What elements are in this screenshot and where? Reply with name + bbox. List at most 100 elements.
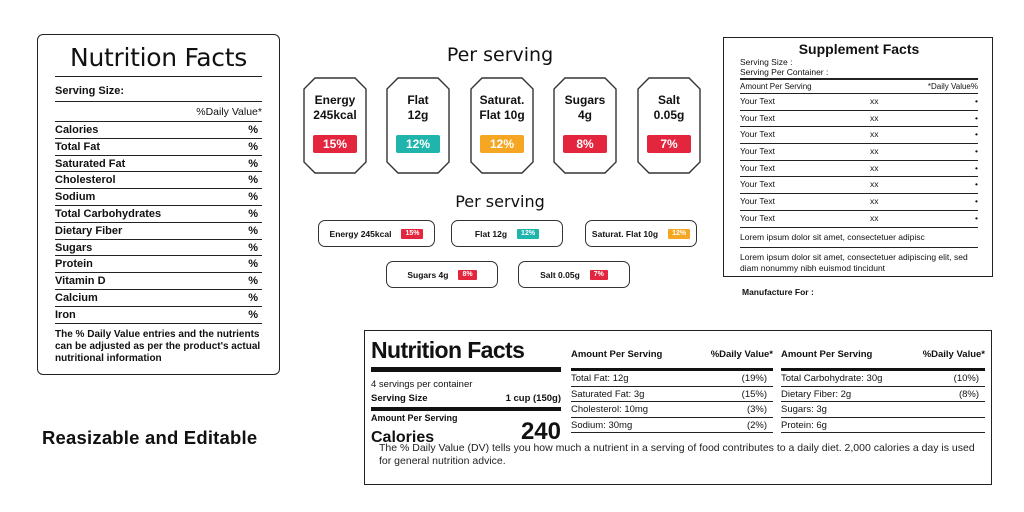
nutrient-name: Dietary Fiber: 2g [781,388,852,400]
nutrient-row: Protein: 6g [781,418,985,433]
nutrient-row: Sugars% [55,240,262,257]
supplement-row: Your Text xx • [740,211,978,228]
nutrient-name: Iron [55,308,76,321]
nutrient-row: Total Fat: 12g (19%) [571,371,773,387]
nutrient-row: Cholesterol% [55,172,262,190]
supplement-amount: xx [870,112,879,123]
nutrient-name: Total Carbohydrate: 30g [781,373,883,384]
supplement-amount: xx [870,146,879,157]
nutrient-percent: % [248,174,258,187]
nutrient-name: Dietary Fiber [55,224,123,237]
octagon-badge-shape [303,77,367,174]
badge-label: Salt 0.05g [637,93,701,123]
nutrient-percent: % [248,258,258,271]
daily-value-header: *Daily Value% [927,82,978,91]
supplement-name: Your Text [740,179,775,190]
tag-percent: 12% [668,228,691,239]
resizable-editable-caption: Reasizable and Editable [42,427,258,448]
nutrition-facts-title: Nutrition Facts [371,337,561,372]
nutrient-percent: % [248,291,258,304]
supplement-dv: • [975,112,978,123]
nutrient-name: Sodium: 30mg [571,419,633,431]
nutrient-percent: (10%) [953,373,979,384]
supplement-header-row: Amount Per Serving *Daily Value% [740,80,978,94]
tag-percent: 8% [458,269,477,280]
amount-header: Amount Per Serving [740,82,812,91]
badge-flat: Flat 12g 12% [386,77,450,174]
badge-percent: 7% [647,135,691,153]
nutrient-percent: (19%) [741,373,767,384]
nutrient-percent [979,418,985,433]
badge-line1: Energy [314,93,356,107]
nutrient-name: Protein [55,258,93,271]
supplement-dv: • [975,162,978,173]
badge-percent: 12% [396,135,440,153]
supplement-name: Your Text [740,96,775,106]
supplement-name: Your Text [740,146,775,157]
lorem-text-short: Lorem ipsum dolor sit amet, consectetuer… [740,228,978,248]
daily-value-footnote: The % Daily Value (DV) tells you how muc… [379,442,975,467]
supplement-amount: xx [870,212,879,223]
nutrient-percent: % [248,275,258,288]
nutrient-percent: (3%) [746,404,767,415]
nutrient-name: Sugars: 3g [781,404,827,415]
tag-label: Energy 245kcal [329,228,392,239]
supplement-row: Your Text xx • [740,161,978,178]
nutrient-row: Total Carbohydrates% [55,206,262,223]
nutrient-percent [979,402,985,417]
badge-line2: 4g [577,108,592,122]
nutrient-row: Total Fat% [55,139,262,156]
nutrient-name: Cholesterol: 10mg [571,404,649,415]
supplement-amount: xx [870,162,879,173]
per-serving-heading: Per serving [446,44,554,66]
supplement-row: Your Text xx • [740,194,978,211]
tag-saturated-flat: Saturat. Flat 10g 12% [585,220,697,247]
tag-percent: 7% [589,269,608,280]
nutrient-row: Vitamin D% [55,273,262,290]
supplement-dv: • [975,146,978,157]
badge-label: Saturat. Flat 10g [470,93,534,123]
nutrient-row: Sugars: 3g [781,402,985,418]
supplement-name: Your Text [740,162,775,173]
lorem-text-long: Lorem ipsum dolor sit amet, consectetuer… [740,251,968,273]
nutrition-facts-label: Nutrition Facts Serving Size: %Daily Val… [37,34,280,375]
daily-value-header: %Daily Value* [922,349,985,360]
nutrition-facts-title: Nutrition Facts [55,43,262,77]
adjustment-note: The % Daily Value entries and the nutrie… [55,328,261,364]
nutrient-row: Dietary Fiber: 2g (8%) [781,387,985,402]
nutrient-name: Vitamin D [55,275,106,288]
nutrient-name: Calories [55,124,99,136]
nutrient-name: Sodium [55,191,96,204]
tag-label: Flat 12g [474,228,508,239]
tag-flat: Flat 12g 12% [451,220,563,247]
tag-percent: 12% [517,228,540,239]
nutrient-percent: (2%) [746,419,767,431]
tag-salt: Salt 0.05g 7% [518,261,630,288]
serving-size-label: Serving Size : [740,57,793,67]
badge-sugars: Sugars 4g 8% [553,77,617,174]
nutrient-name: Total Fat: 12g [571,373,629,384]
supplement-dv: • [975,212,978,223]
nutrient-percent: (8%) [958,388,979,400]
nutrient-row: Cholesterol: 10mg (3%) [571,402,773,418]
badge-label: Energy 245kcal [303,93,367,123]
supplement-row: Your Text xx • [740,94,978,111]
nutrient-name: Calcium [55,291,98,304]
badge-percent: 8% [563,135,607,153]
supplement-dv: • [975,196,978,207]
serving-size-value: 1 cup (150g) [505,393,561,404]
daily-value-header: %Daily Value* [55,102,262,122]
nutrient-row: Calcium% [55,290,262,307]
supplement-amount: xx [870,129,879,140]
supplement-name: Your Text [740,112,775,123]
supplement-name: Your Text [740,129,775,140]
nutrient-percent: % [248,207,258,220]
servings-per-container: 4 servings per container [371,379,473,390]
nutrient-row: Sodium: 30mg (2%) [571,418,773,433]
serving-size-row: Serving Size 1 cup (150g) [371,391,561,411]
supplement-amount: xx [870,96,879,106]
horizontal-nutrition-facts-label: Nutrition Facts 4 servings per container… [364,330,992,485]
tag-energy: Energy 245kcal 15% [318,220,435,247]
badge-salt: Salt 0.05g 7% [637,77,701,174]
per-serving-heading-small: Per serving [455,192,545,211]
